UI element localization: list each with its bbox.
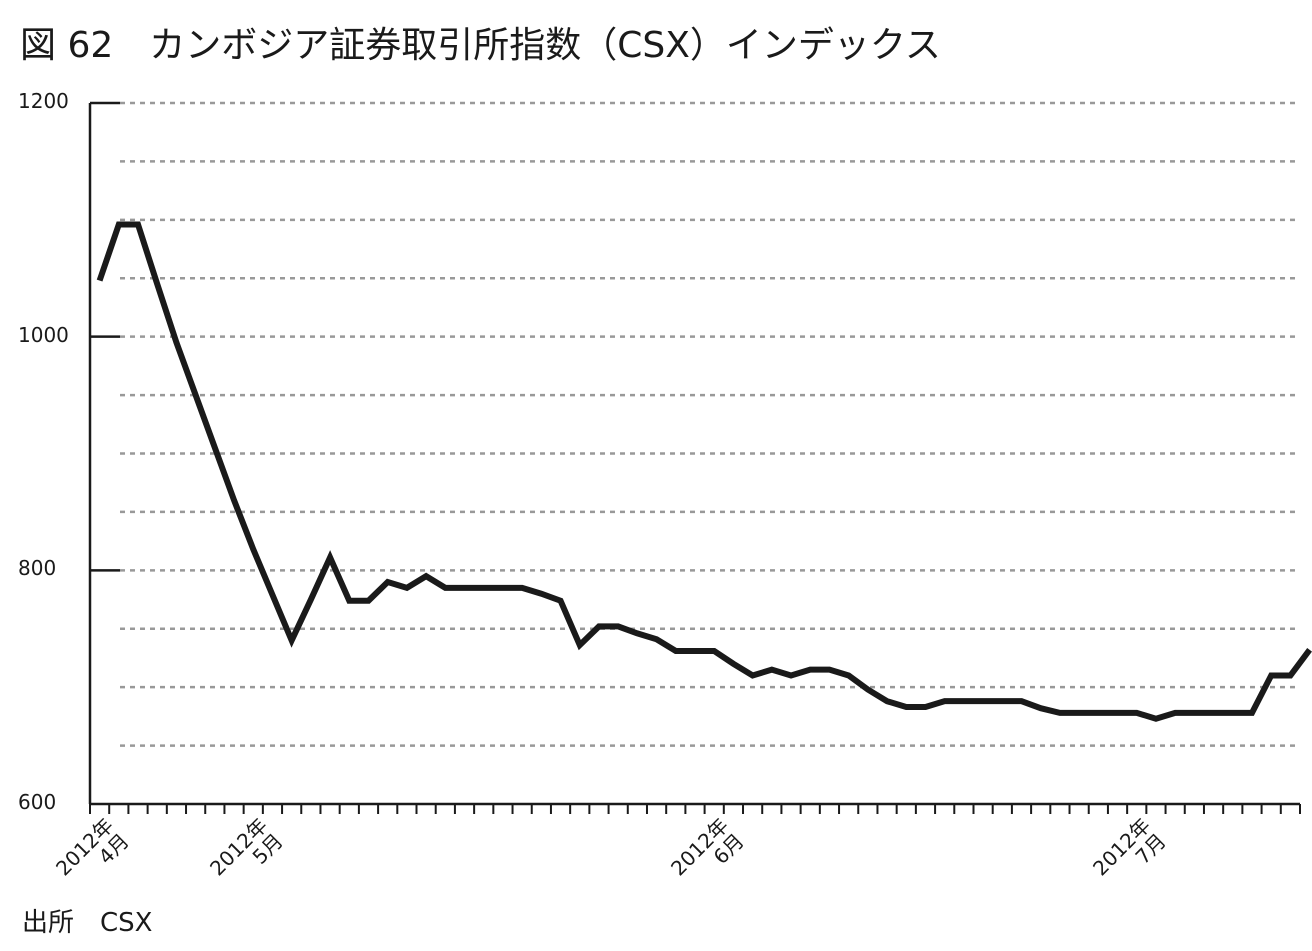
chart-title: 図 62 カンボジア証券取引所指数（CSX）インデックス xyxy=(20,25,941,66)
y-tick-label: 600 xyxy=(18,790,57,814)
data-line xyxy=(96,221,1312,722)
y-tick-label: 1000 xyxy=(18,322,69,347)
source-note: 出所 CSX xyxy=(22,908,153,938)
y-tick-label: 800 xyxy=(18,556,57,581)
y-tick-label: 1200 xyxy=(18,89,69,113)
